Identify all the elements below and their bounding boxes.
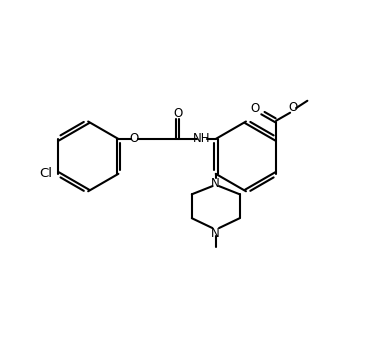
Text: N: N (211, 227, 220, 240)
Text: O: O (173, 107, 182, 120)
Text: N: N (211, 176, 220, 190)
Text: Cl: Cl (39, 167, 52, 180)
Text: O: O (289, 101, 298, 114)
Text: NH: NH (193, 133, 210, 145)
Text: O: O (130, 133, 139, 145)
Text: O: O (250, 102, 259, 115)
